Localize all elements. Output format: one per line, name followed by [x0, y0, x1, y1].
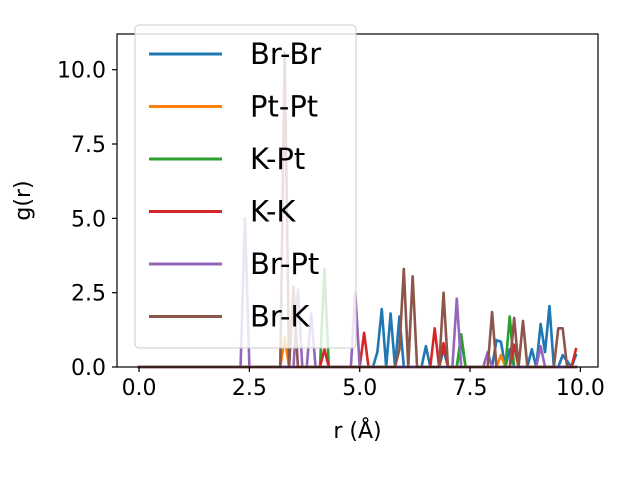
- y-tick-label: 10.0: [57, 59, 106, 84]
- y-tick-label: 5.0: [71, 207, 106, 232]
- legend-label-k-k: K-K: [250, 195, 296, 229]
- legend-label-br-k: Br-K: [250, 300, 310, 334]
- y-tick-label: 7.5: [71, 133, 106, 158]
- y-tick-label: 0.0: [71, 356, 106, 381]
- legend-label-br-br: Br-Br: [250, 37, 321, 71]
- legend-box: [134, 24, 357, 349]
- x-tick-label: 10.0: [556, 376, 605, 401]
- y-axis-label: g(r): [11, 180, 36, 220]
- x-axis-label: r (Å): [333, 417, 381, 444]
- x-tick-label: 5.0: [342, 376, 377, 401]
- y-tick-label: 2.5: [71, 282, 106, 307]
- plot-frame: [116, 33, 599, 368]
- series-line-k-k: [137, 327, 578, 369]
- x-tick-label: 7.5: [453, 376, 488, 401]
- legend-label-br-pt: Br-Pt: [250, 247, 319, 281]
- x-tick-label: 0.0: [122, 376, 157, 401]
- legend-label-k-pt: K-Pt: [250, 142, 305, 176]
- x-tick-label: 2.5: [232, 376, 267, 401]
- legend-label-pt-pt: Pt-Pt: [250, 90, 318, 124]
- legend: Br-Br Pt-Pt K-Pt K-K Br-Pt Br-K: [134, 24, 357, 349]
- axes-layer: 0.0 2.5 5.0 7.5 10.0 0.0 2.5 5.0 7.5 10.0 r (Å) g(r…: [11, 33, 605, 444]
